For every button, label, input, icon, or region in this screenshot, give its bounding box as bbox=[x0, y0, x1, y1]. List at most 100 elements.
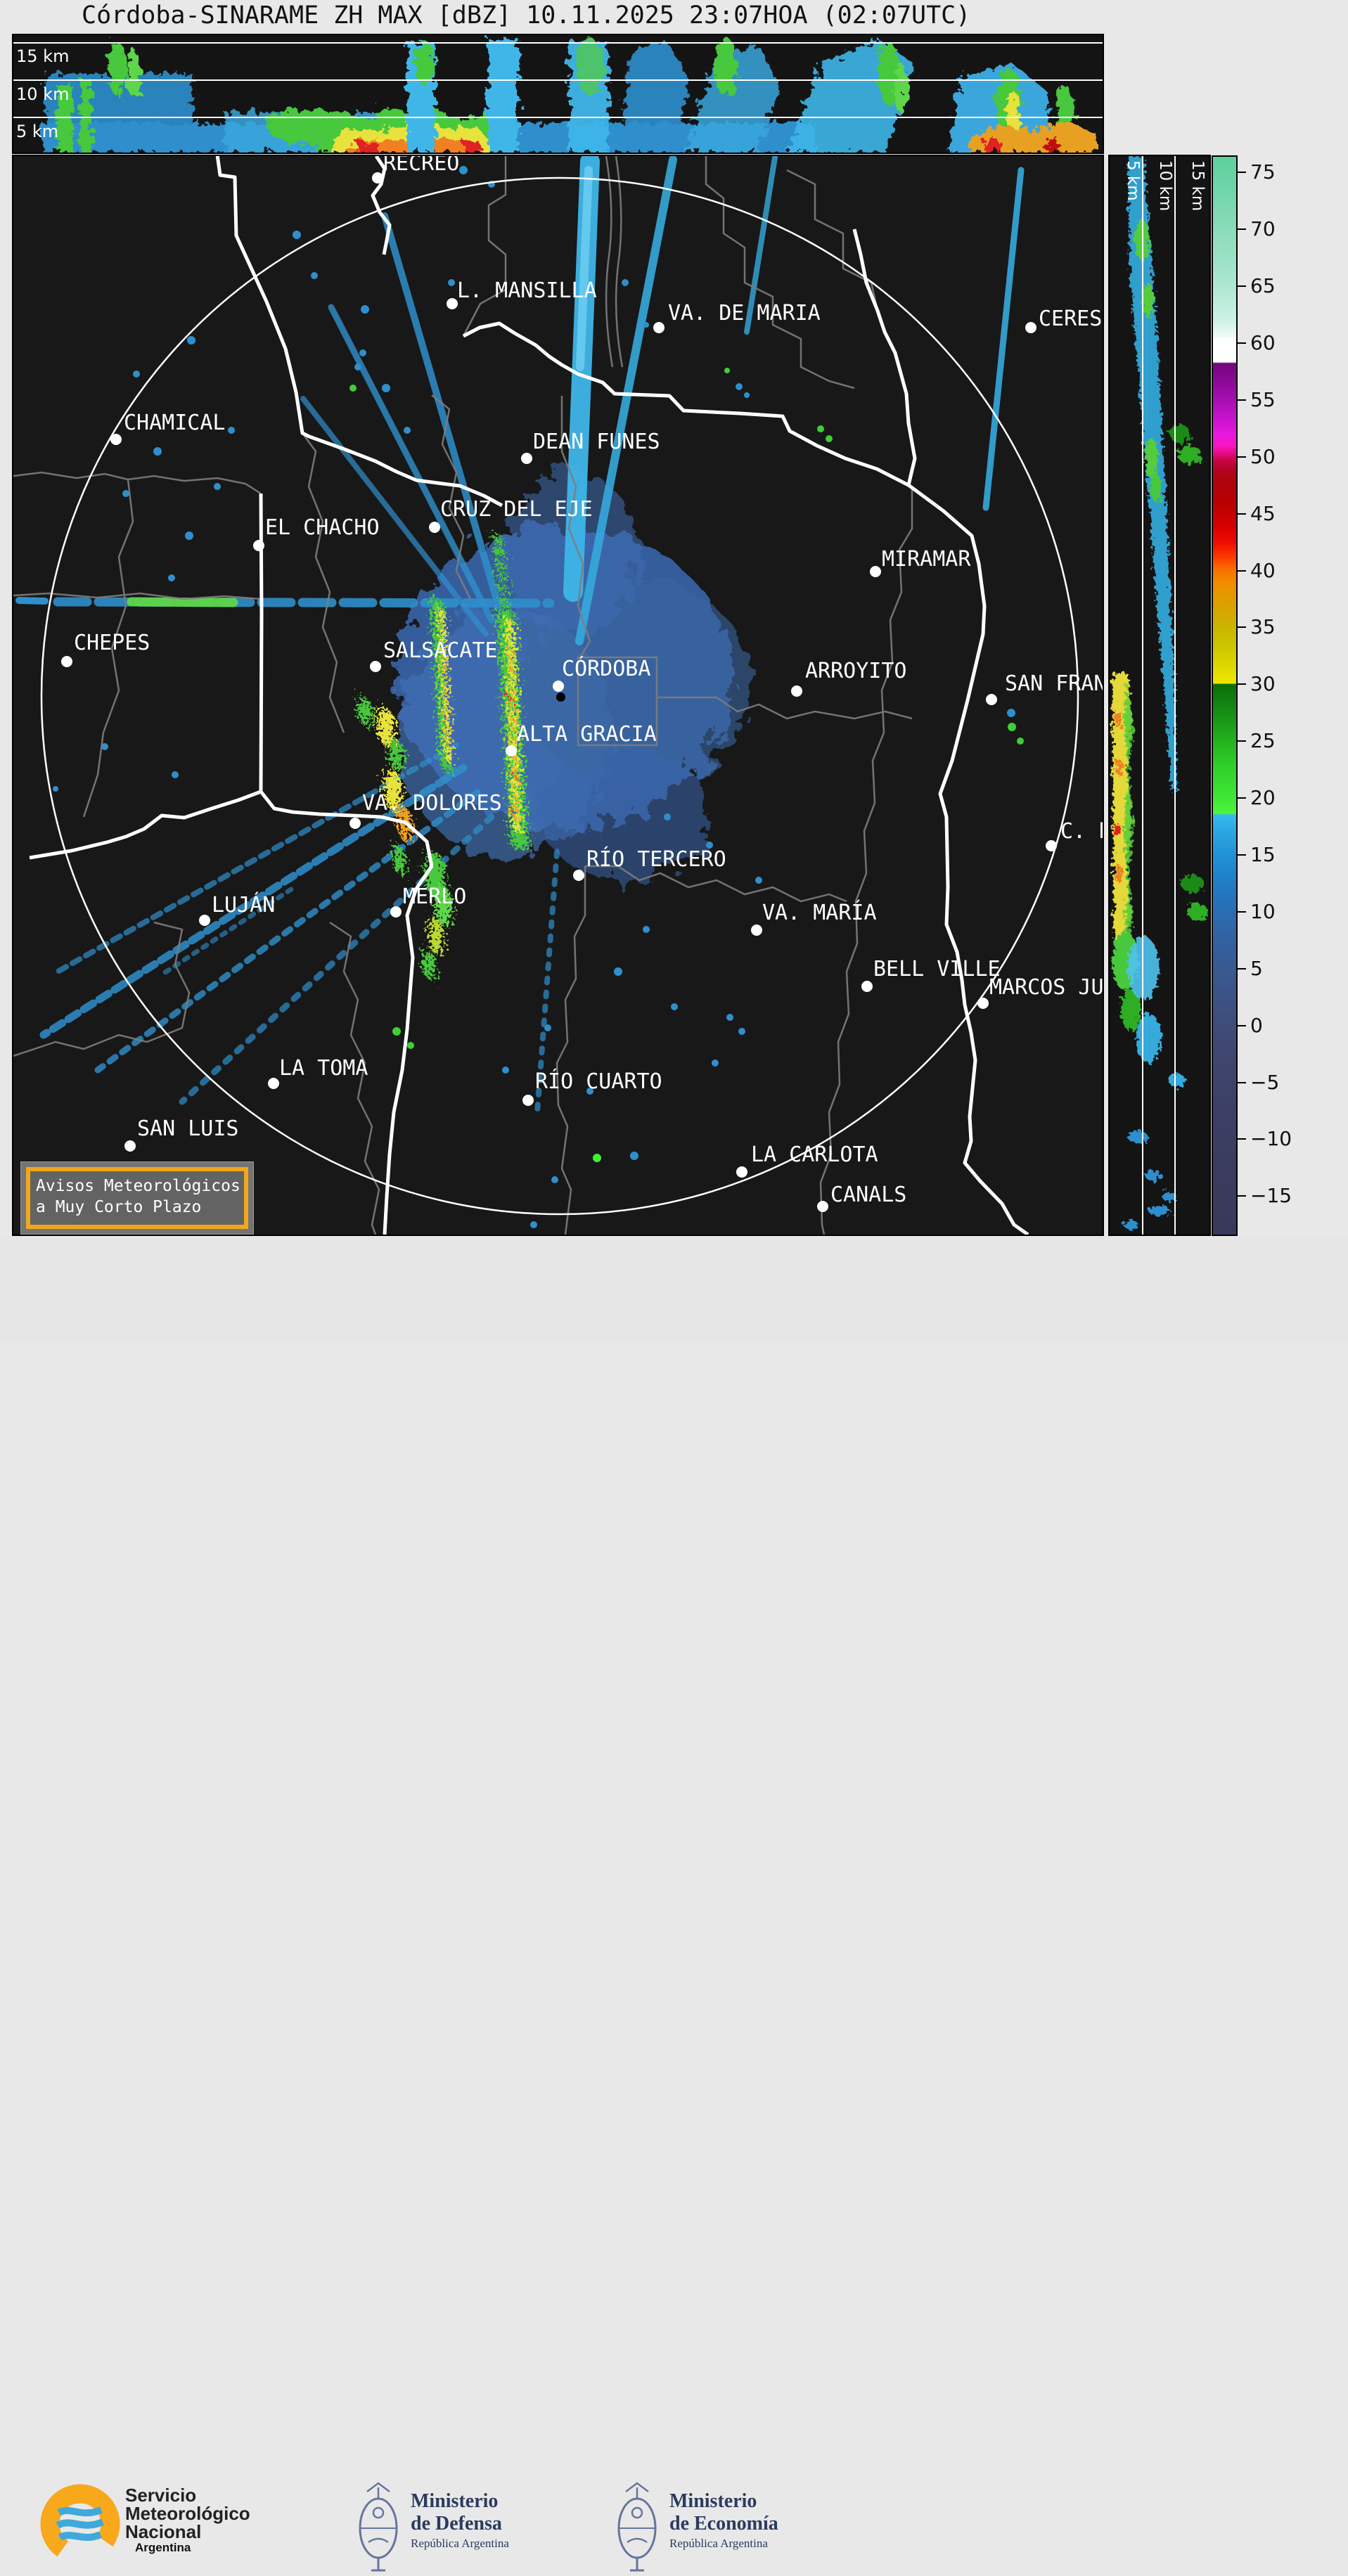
altitude-label-10-km: 10 km bbox=[16, 84, 70, 104]
city-dot-c-p bbox=[1046, 840, 1057, 851]
colorbar-tick bbox=[1238, 172, 1246, 174]
right-echo-graphic bbox=[1112, 156, 1208, 1230]
city-dot-va-dolores bbox=[349, 818, 361, 829]
city-label-alta-gracia: ALTA GRACIA bbox=[517, 722, 657, 747]
defensa-line1: Ministerio bbox=[411, 2490, 499, 2512]
city-dot-la-carlota bbox=[736, 1166, 747, 1178]
city-dot-salsacate bbox=[370, 661, 381, 672]
altitude-gridline bbox=[13, 42, 1103, 44]
city-label-c-rdoba: CÓRDOBA bbox=[562, 657, 651, 681]
city-dot-va-mar-a bbox=[751, 925, 762, 936]
smn-argentina: Argentina bbox=[135, 2541, 191, 2554]
colorbar-tick bbox=[1238, 1081, 1246, 1083]
colorbar-tick-label: 45 bbox=[1250, 501, 1276, 525]
altitude-label-15-km: 15 km bbox=[16, 46, 70, 66]
altitude-label-10-km: 10 km bbox=[1156, 160, 1174, 212]
city-dot-marcos-ju bbox=[977, 998, 989, 1009]
footer: Servicio Meteorológico Nacional Argentin… bbox=[0, 1236, 1348, 2572]
colorbar-tick-label: −5 bbox=[1250, 1070, 1280, 1094]
city-dot-va-de-maria bbox=[653, 322, 665, 333]
colorbar-tick-label: 70 bbox=[1250, 217, 1276, 241]
scattered-echo-dots bbox=[53, 166, 1024, 1228]
colorbar-tick-label: 5 bbox=[1250, 956, 1263, 980]
city-label-canals: CANALS bbox=[830, 1183, 907, 1207]
city-dot-arroyito bbox=[791, 685, 802, 697]
colorbar-tick bbox=[1238, 399, 1246, 401]
colorbar-tick-label: 15 bbox=[1250, 843, 1276, 866]
defensa-emblem-icon bbox=[359, 2482, 398, 2572]
city-label-va-dolores: VA. DOLORES bbox=[362, 791, 502, 816]
city-label-arroyito: ARROYITO bbox=[805, 659, 907, 683]
city-label-bell-ville: BELL VILLE bbox=[873, 957, 1001, 981]
altitude-label-5-km: 5 km bbox=[1124, 160, 1142, 201]
altitude-gridline bbox=[1174, 156, 1176, 1235]
city-label-cruz-del-eje: CRUZ DEL EJE bbox=[440, 497, 593, 522]
city-dot-bell-ville bbox=[861, 981, 873, 992]
colorbar-tick-label: 40 bbox=[1250, 558, 1276, 582]
alert-line2: a Muy Corto Plazo bbox=[36, 1198, 202, 1216]
colorbar-tick-label: 55 bbox=[1250, 387, 1276, 411]
province-borders bbox=[29, 156, 1029, 1235]
city-label-marcos-ju: MARCOS JU bbox=[989, 975, 1104, 1000]
economia-text: Ministerio de Economía República Argenti… bbox=[669, 2490, 778, 2552]
radar-site-dot bbox=[556, 693, 565, 702]
city-label-san-fran: SAN FRAN bbox=[1005, 671, 1104, 696]
city-dot-l-mansilla bbox=[447, 298, 458, 309]
colorbar-tick-label: 60 bbox=[1250, 330, 1276, 354]
department-borders bbox=[13, 156, 913, 1235]
smn-logo-text: Servicio Meteorológico Nacional bbox=[125, 2486, 250, 2541]
radar-range-ring bbox=[40, 176, 1079, 1216]
city-label-dean-funes: DEAN FUNES bbox=[533, 430, 660, 454]
city-label-salsacate: SALSACATE bbox=[383, 638, 498, 663]
city-label-san-luis: SAN LUIS bbox=[137, 1116, 239, 1141]
city-label-c-p: C. P bbox=[1060, 819, 1103, 844]
city-label-r-o-cuarto: RÍO CUARTO bbox=[535, 1069, 662, 1094]
city-dot-dean-funes bbox=[521, 453, 532, 464]
colorbar-tick-label: −15 bbox=[1250, 1184, 1292, 1208]
colorbar-tick-label: 65 bbox=[1250, 274, 1276, 298]
defensa-text: Ministerio de Defensa República Argentin… bbox=[411, 2490, 509, 2552]
city-dot-el-chacho bbox=[253, 540, 264, 551]
colorbar-tick bbox=[1238, 683, 1246, 685]
smn-line2: Meteorológico bbox=[125, 2503, 250, 2524]
echo-layer bbox=[15, 156, 1025, 1228]
altitude-label-5-km: 5 km bbox=[16, 122, 59, 141]
colorbar-tick bbox=[1238, 285, 1246, 288]
economia-line2: de Economía bbox=[669, 2513, 778, 2535]
altitude-label-15-km: 15 km bbox=[1188, 160, 1207, 212]
right-cross-section-panel: 5 km 10 km 15 km bbox=[1108, 155, 1211, 1236]
top-echo-graphic bbox=[41, 37, 1096, 153]
colorbar-tick-label: 10 bbox=[1250, 899, 1276, 923]
colorbar-tick bbox=[1238, 626, 1246, 629]
colorbar-tick bbox=[1238, 228, 1246, 231]
page-title: Córdoba-SINARAME ZH MAX [dBZ] 10.11.2025… bbox=[82, 1, 971, 30]
city-dot-san-luis bbox=[124, 1140, 136, 1152]
colorbar-tick-label: 25 bbox=[1250, 729, 1276, 753]
city-dot-c-rdoba bbox=[553, 681, 564, 692]
city-label-el-chacho: EL CHACHO bbox=[265, 515, 380, 540]
defensa-line3: República Argentina bbox=[411, 2537, 509, 2550]
colorbar-tick bbox=[1238, 740, 1246, 742]
city-dot-merlo bbox=[390, 906, 402, 917]
economia-emblem-icon bbox=[617, 2482, 657, 2572]
colorbar-tick-label: −10 bbox=[1250, 1127, 1292, 1151]
city-dot-r-o-tercero bbox=[573, 870, 584, 881]
colorbar-tick bbox=[1238, 569, 1246, 572]
alert-line1: Avisos Meteorológicos bbox=[36, 1177, 240, 1195]
altitude-gridline bbox=[1142, 156, 1143, 1235]
colorbar bbox=[1212, 155, 1238, 1236]
city-label-merlo: MERLO bbox=[403, 884, 467, 909]
city-label-recreo: RECREO bbox=[383, 155, 460, 176]
city-label-miramar: MIRAMAR bbox=[882, 547, 971, 572]
altitude-gridline bbox=[13, 79, 1103, 81]
economia-line3: República Argentina bbox=[669, 2537, 768, 2550]
alert-box[interactable]: Avisos Meteorológicos a Muy Corto Plazo bbox=[20, 1161, 254, 1235]
colorbar-tick bbox=[1238, 342, 1246, 344]
city-dot-alta-gracia bbox=[506, 745, 517, 756]
colorbar-tick-label: 75 bbox=[1250, 160, 1276, 184]
colorbar-tick bbox=[1238, 854, 1246, 856]
city-label-chepes: CHEPES bbox=[74, 631, 150, 655]
smn-line3: Nacional bbox=[125, 2521, 202, 2542]
altitude-gridline bbox=[13, 117, 1103, 118]
